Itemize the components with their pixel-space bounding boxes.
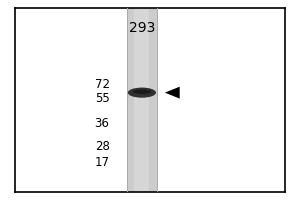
- Bar: [134, 8, 149, 192]
- Text: 28: 28: [94, 140, 110, 152]
- Ellipse shape: [133, 89, 151, 94]
- Text: 36: 36: [94, 117, 110, 130]
- Ellipse shape: [128, 88, 156, 98]
- Polygon shape: [165, 87, 180, 99]
- Text: 293: 293: [129, 21, 155, 35]
- Bar: [127, 8, 157, 192]
- Text: 55: 55: [95, 92, 110, 105]
- Text: 17: 17: [94, 156, 110, 169]
- Text: 72: 72: [94, 78, 110, 91]
